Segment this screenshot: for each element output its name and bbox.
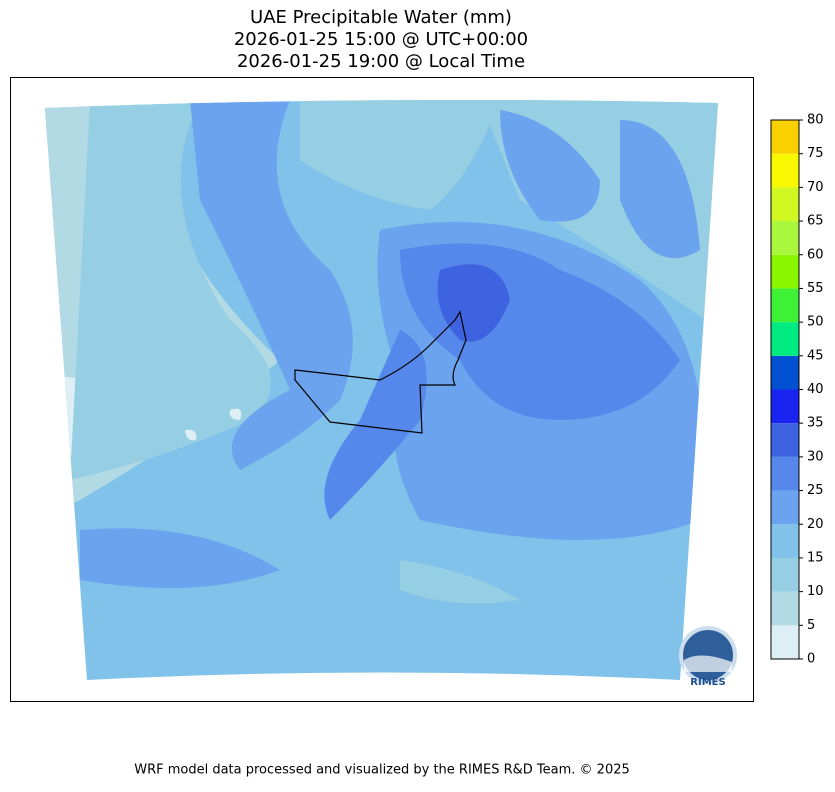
title-line: 2026-01-25 15:00 @ UTC+00:00 bbox=[234, 29, 528, 50]
colorbar-segment bbox=[771, 524, 799, 558]
colorbar-tick-label: 35 bbox=[807, 416, 824, 431]
rimes-logo: RIMES bbox=[679, 626, 737, 688]
colorbar-tick-label: 65 bbox=[807, 214, 824, 229]
colorbar-tick-label: 30 bbox=[807, 449, 824, 464]
colorbar-tick-label: 70 bbox=[807, 180, 824, 195]
colorbar-tick-label: 75 bbox=[807, 146, 824, 161]
colorbar-segment bbox=[771, 456, 799, 491]
country-border bbox=[294, 310, 467, 434]
colorbar-tick-label: 45 bbox=[807, 348, 824, 363]
footer: WRF model data processed and visualized … bbox=[134, 763, 630, 778]
logo-text: RIMES bbox=[690, 677, 725, 688]
title-line: UAE Precipitable Water (mm) bbox=[250, 7, 512, 28]
colorbar-segment bbox=[771, 254, 799, 289]
colorbar-tick-label: 20 bbox=[807, 517, 824, 532]
colorbar-segment bbox=[771, 423, 799, 457]
colorbar-segment bbox=[771, 120, 799, 154]
colorbar-segment bbox=[771, 490, 799, 525]
colorbar-tick-label: 80 bbox=[807, 113, 824, 128]
colorbar-segment bbox=[771, 355, 799, 390]
colorbar-segment bbox=[771, 187, 799, 222]
colorbar-tick-label: 60 bbox=[807, 247, 824, 262]
colorbar-segment bbox=[771, 153, 799, 188]
colorbar-tick-label: 50 bbox=[807, 315, 824, 330]
colorbar-tick-label: 40 bbox=[807, 382, 824, 397]
colorbar-segment bbox=[771, 221, 799, 255]
colorbar-segment bbox=[771, 288, 799, 323]
colorbar: 0 5 10 15 20 25 30 35 40 45 50 55 60 65 70 75 80 bbox=[770, 113, 824, 667]
colorbar-tick-label: 25 bbox=[807, 483, 824, 498]
colorbar-segment bbox=[771, 389, 799, 424]
colorbar-tick-label: 10 bbox=[807, 584, 824, 599]
title-line: 2026-01-25 19:00 @ Local Time bbox=[237, 51, 525, 72]
colorbar-tick-label: 15 bbox=[807, 550, 824, 565]
colorbar-segment bbox=[771, 625, 799, 659]
colorbar-segment bbox=[771, 591, 799, 626]
colorbar-tick-label: 55 bbox=[807, 281, 824, 296]
colorbar-segment bbox=[771, 557, 799, 592]
map-field bbox=[45, 99, 718, 680]
colorbar-segment bbox=[771, 322, 799, 356]
colorbar-tick-label: 5 bbox=[807, 618, 815, 633]
colorbar-tick-label: 0 bbox=[807, 652, 815, 667]
